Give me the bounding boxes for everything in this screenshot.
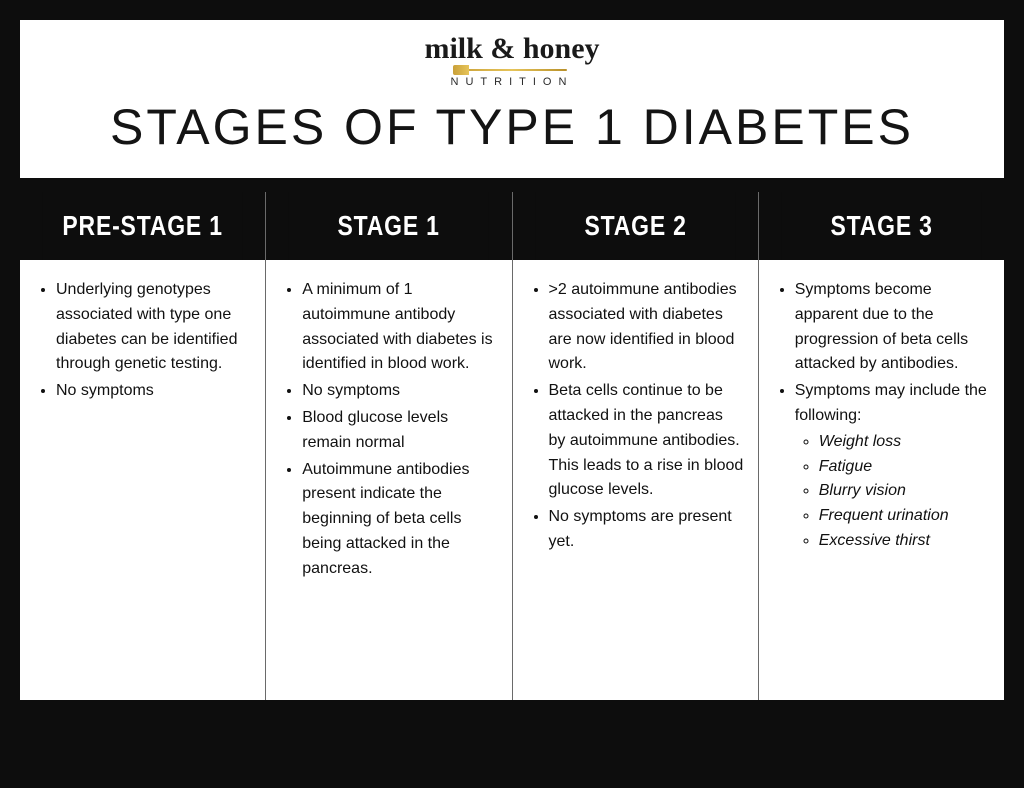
stage-heading: STAGE 2	[535, 192, 736, 260]
bullet-list: Underlying genotypes associated with typ…	[42, 278, 251, 404]
fork-icon	[457, 66, 567, 74]
list-item: >2 autoimmune antibodies associated with…	[549, 278, 744, 377]
list-item: No symptoms	[56, 379, 251, 404]
list-item: Excessive thirst	[819, 529, 990, 554]
bullet-list: >2 autoimmune antibodies associated with…	[535, 278, 744, 555]
page-title: STAGES OF TYPE 1 DIABETES	[30, 98, 994, 156]
list-item-text: Symptoms may include the following:	[795, 382, 987, 424]
stage-body: Underlying genotypes associated with typ…	[20, 260, 265, 700]
stage-heading: STAGE 1	[288, 192, 489, 260]
list-item: No symptoms are present yet.	[549, 505, 744, 555]
list-item: Autoimmune antibodies present indicate t…	[302, 458, 497, 582]
logo-script-text: milk & honey	[30, 34, 994, 64]
list-item: Blurry vision	[819, 479, 990, 504]
stages-row: PRE-STAGE 1 Underlying genotypes associa…	[20, 192, 1004, 700]
list-item: Fatigue	[819, 455, 990, 480]
stage-column-pre1: PRE-STAGE 1 Underlying genotypes associa…	[20, 192, 266, 700]
list-item: Underlying genotypes associated with typ…	[56, 278, 251, 377]
list-item: Symptoms may include the following: Weig…	[795, 379, 990, 554]
list-item: Blood glucose levels remain normal	[302, 406, 497, 456]
stage-heading: PRE-STAGE 1	[42, 192, 243, 260]
stage-column-2: STAGE 2 >2 autoimmune antibodies associa…	[513, 192, 759, 700]
stage-column-1: STAGE 1 A minimum of 1 autoimmune antibo…	[266, 192, 512, 700]
bullet-list: A minimum of 1 autoimmune antibody assoc…	[288, 278, 497, 582]
list-item: A minimum of 1 autoimmune antibody assoc…	[302, 278, 497, 377]
list-item: Symptoms become apparent due to the prog…	[795, 278, 990, 377]
stage-body: A minimum of 1 autoimmune antibody assoc…	[266, 260, 511, 700]
header-panel: milk & honey NUTRITION STAGES OF TYPE 1 …	[20, 20, 1004, 178]
stage-heading: STAGE 3	[781, 192, 982, 260]
list-item: Frequent urination	[819, 504, 990, 529]
stage-body: >2 autoimmune antibodies associated with…	[513, 260, 758, 700]
sub-bullet-list: Weight loss Fatigue Blurry vision Freque…	[795, 430, 990, 554]
logo-sub-text: NUTRITION	[30, 76, 994, 88]
bullet-list: Symptoms become apparent due to the prog…	[781, 278, 990, 554]
list-item: Beta cells continue to be attacked in th…	[549, 379, 744, 503]
list-item: Weight loss	[819, 430, 990, 455]
list-item: No symptoms	[302, 379, 497, 404]
stage-body: Symptoms become apparent due to the prog…	[759, 260, 1004, 700]
brand-logo: milk & honey NUTRITION	[30, 34, 994, 88]
stage-column-3: STAGE 3 Symptoms become apparent due to …	[759, 192, 1004, 700]
